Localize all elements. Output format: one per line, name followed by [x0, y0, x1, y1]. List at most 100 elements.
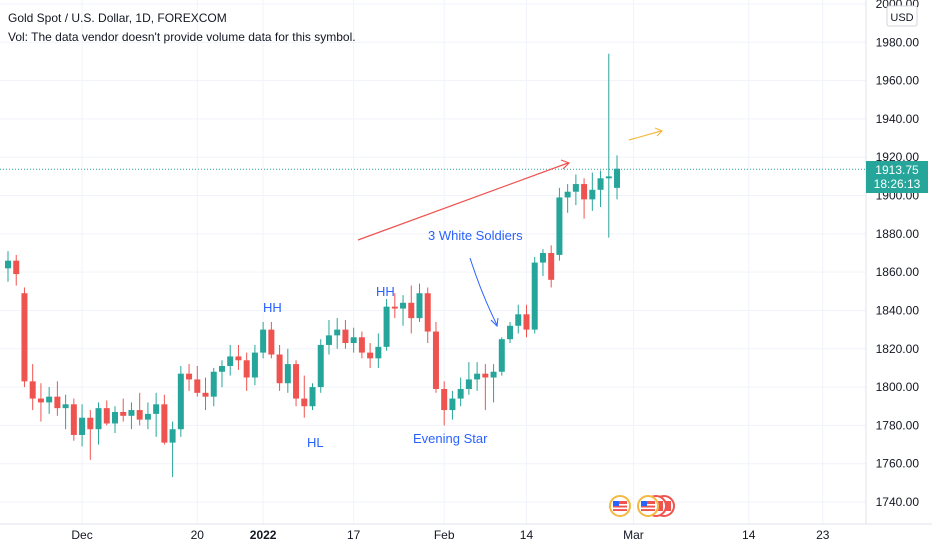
projection-arrow-line — [628, 130, 662, 141]
candle — [614, 155, 621, 200]
candles — [5, 53, 621, 478]
candle-body — [29, 381, 36, 399]
candle — [202, 377, 209, 411]
candle — [301, 375, 308, 418]
candle — [449, 390, 456, 420]
candle — [169, 421, 176, 478]
y-tick-label: 1740.00 — [876, 495, 920, 509]
x-tick-label: 20 — [191, 528, 205, 542]
y-tick-label: 1780.00 — [876, 418, 920, 432]
candle-body — [539, 253, 546, 263]
candle-body — [301, 398, 308, 407]
trend-arrow-head — [560, 159, 571, 170]
us-flag-event-icon[interactable] — [609, 495, 631, 517]
trend-arrow-line — [357, 162, 569, 241]
candle-body — [507, 325, 514, 340]
candle-body — [465, 379, 472, 389]
candle-body — [531, 262, 538, 330]
candle — [474, 362, 481, 391]
candle — [465, 362, 472, 395]
candle — [556, 187, 563, 261]
candle-body — [367, 352, 374, 359]
candle — [37, 383, 44, 422]
x-tick-label: Mar — [623, 528, 644, 542]
x-tick-label: 2022 — [250, 528, 277, 542]
us-flag-event-icon[interactable] — [637, 495, 659, 517]
candle — [227, 344, 234, 376]
candle-body — [70, 404, 77, 435]
candle — [317, 339, 324, 393]
candle-body — [325, 335, 332, 345]
x-tick-label: Feb — [434, 528, 455, 542]
candle — [276, 344, 283, 391]
candle — [515, 304, 522, 334]
candle — [358, 331, 365, 359]
countdown-timer: 18:26:13 — [873, 177, 921, 192]
x-tick-label: 14 — [520, 528, 534, 542]
candle — [144, 402, 151, 430]
candle-body — [194, 379, 201, 393]
current-price-value: 1913.75 — [875, 163, 919, 178]
candle-body — [556, 197, 563, 255]
candle — [103, 400, 110, 426]
candle — [367, 343, 374, 368]
candle — [13, 254, 20, 286]
candle — [95, 402, 102, 445]
candle-body — [243, 360, 250, 378]
price-axis[interactable]: 1740.00 1760.00 1780.00 1800.00 1820.00 1840.… — [876, 0, 920, 509]
annotation-3-white-soldiers: 3 White Soldiers — [428, 228, 523, 243]
candle — [153, 392, 160, 437]
candle-body — [400, 302, 407, 309]
candle — [177, 366, 184, 437]
candle-body — [54, 396, 61, 409]
white-soldiers-arrow-head — [490, 317, 499, 328]
candle — [70, 398, 77, 441]
candle — [243, 352, 250, 391]
candle — [490, 364, 497, 403]
candle — [29, 364, 36, 411]
candle-body — [572, 184, 579, 192]
current-price-badge: 1913.75 18:26:13 — [866, 161, 928, 194]
currency-label[interactable]: USD — [890, 12, 913, 24]
candle-body — [62, 404, 69, 409]
time-axis[interactable]: Dec 20 2022 17 Feb 14 Mar 14 23 — [71, 528, 829, 542]
candle-body — [120, 411, 127, 416]
candle — [268, 321, 275, 359]
annotation-evening-star: Evening Star — [413, 431, 488, 446]
candle-body — [235, 356, 242, 361]
candle — [111, 406, 118, 434]
candle — [46, 387, 53, 414]
volume-note: Vol: The data vendor doesn't provide vol… — [8, 30, 356, 44]
candle-body — [284, 364, 291, 384]
candle-body — [21, 293, 28, 382]
candle-body — [597, 178, 604, 190]
candle-body — [153, 404, 160, 414]
candle — [375, 333, 382, 368]
annotation-hh-2: HH — [376, 284, 395, 299]
gridlines — [0, 0, 866, 524]
candle-body — [350, 337, 357, 344]
candle-body — [202, 392, 209, 397]
candle-body — [293, 364, 300, 399]
candle — [424, 287, 431, 344]
candle-body — [210, 371, 217, 397]
currency-badge-bg — [886, 5, 918, 27]
candle-body — [498, 339, 505, 372]
candle — [194, 366, 201, 397]
candle-body — [177, 373, 184, 430]
candle-body — [548, 253, 555, 280]
candle — [416, 283, 423, 322]
candle-body — [46, 396, 53, 403]
candle — [309, 383, 316, 411]
candle-body — [144, 413, 151, 420]
white-soldiers-arrow-line — [469, 257, 498, 326]
candle-body — [490, 371, 497, 378]
candle-body — [342, 329, 349, 344]
y-tick-label: 1860.00 — [876, 265, 920, 279]
candle — [186, 364, 193, 391]
candle-body — [186, 373, 193, 380]
candle — [62, 394, 69, 430]
candle — [597, 170, 604, 208]
